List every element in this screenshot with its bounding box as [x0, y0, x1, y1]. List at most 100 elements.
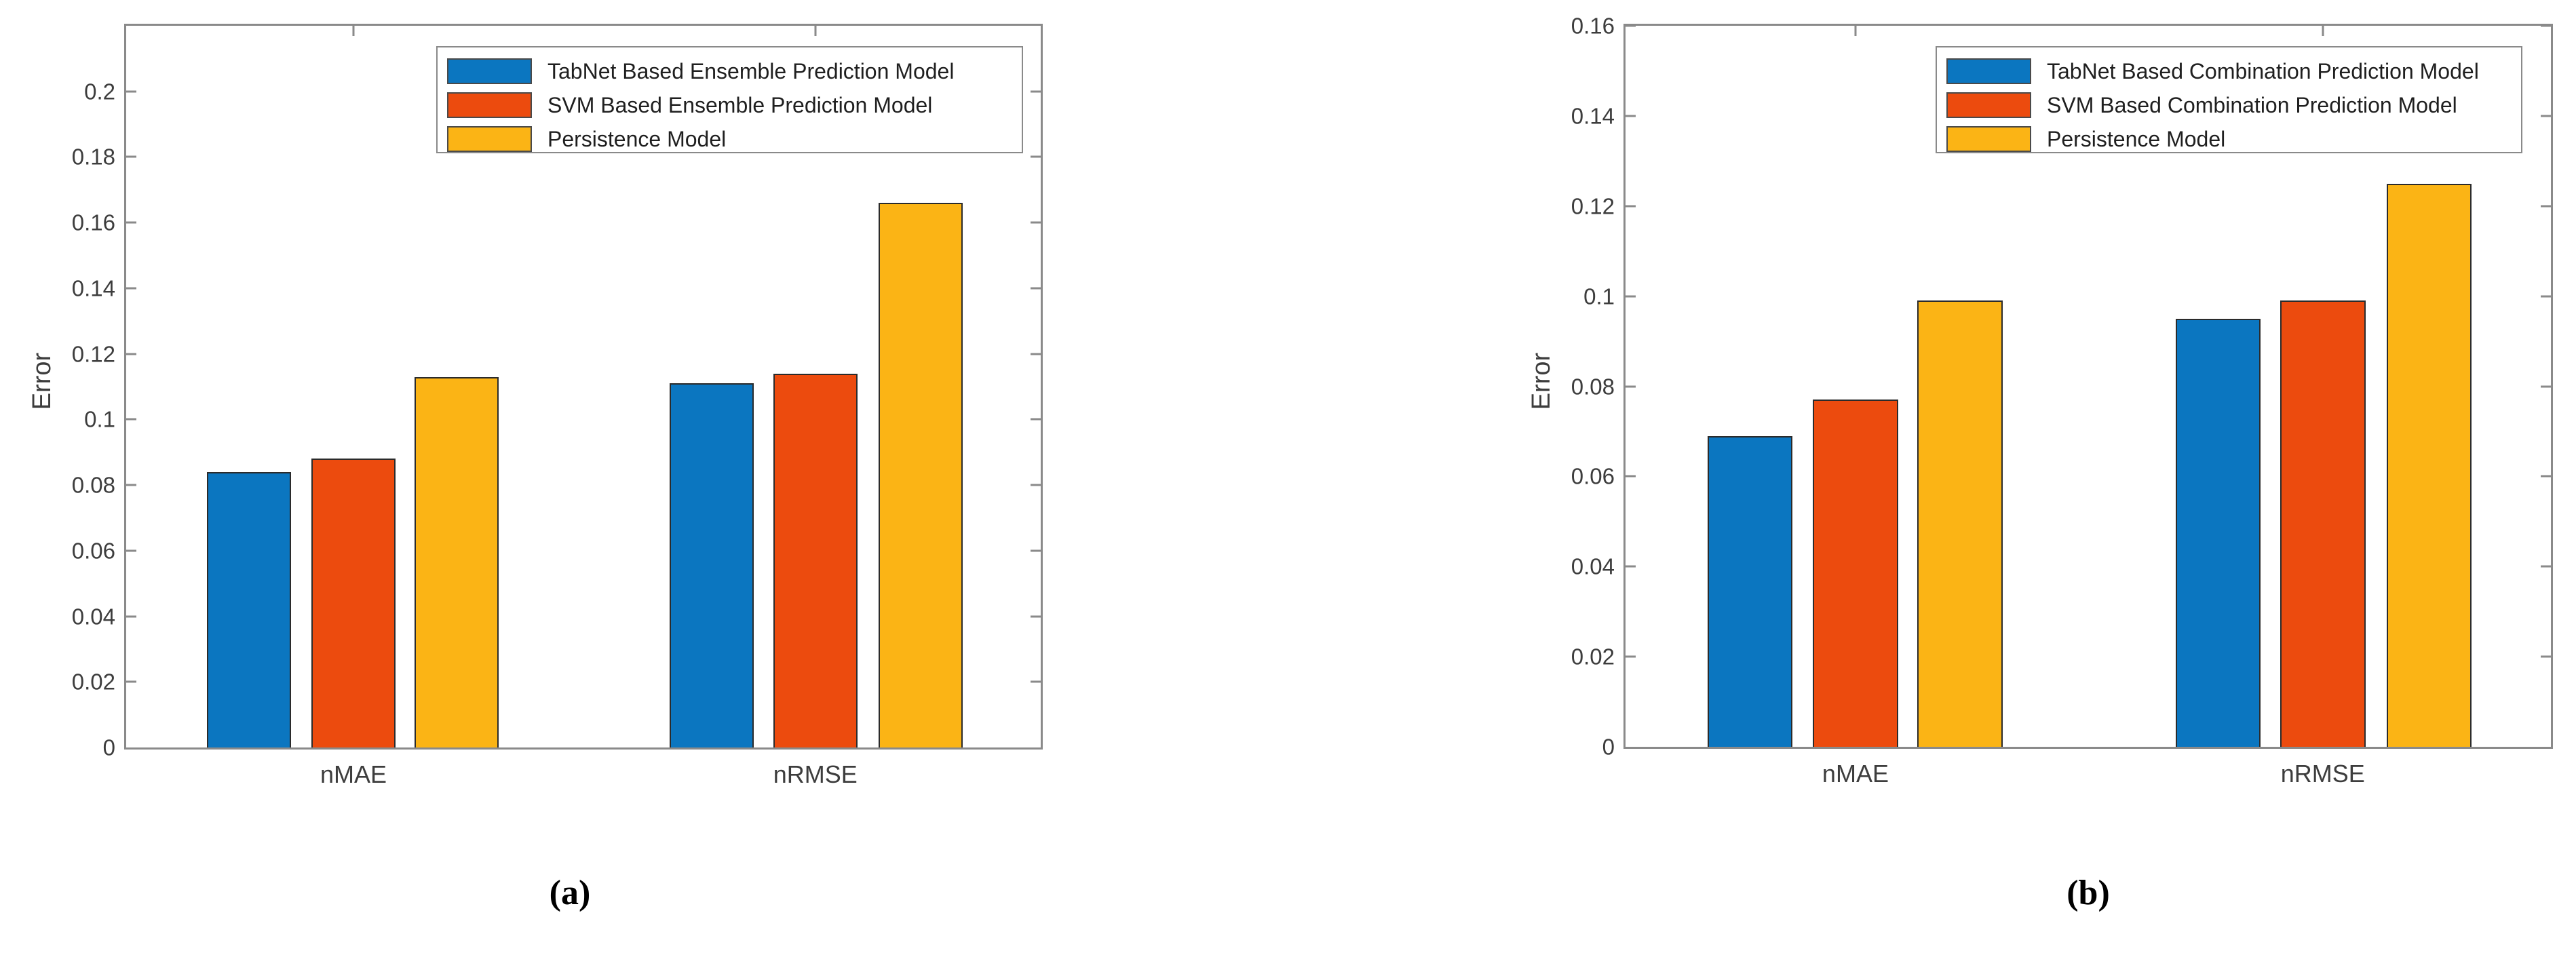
legend-entry-label: Persistence Model: [547, 127, 727, 151]
legend-entry-label: SVM Based Combination Prediction Model: [2047, 93, 2457, 117]
x-category-label: nRMSE: [773, 760, 858, 788]
y-tick-mark: [126, 484, 136, 486]
caption-b: (b): [2066, 874, 2110, 912]
y-tick-label: 0.12: [71, 341, 115, 367]
y-tick-mark: [1031, 418, 1041, 421]
y-tick-label: 0.06: [1571, 463, 1615, 489]
x-tick-mark: [1854, 26, 1857, 36]
bar-nmae-series1: [311, 459, 396, 747]
legend-color-swatch: [447, 58, 532, 84]
y-tick-mark: [2541, 24, 2551, 27]
y-tick-mark: [1626, 565, 1636, 568]
y-tick-label: 0.16: [71, 210, 115, 235]
bar-nmae-series0: [207, 471, 292, 747]
legend-entry: TabNet Based Ensemble Prediction Model: [447, 58, 1015, 84]
legend-entry: Persistence Model: [1946, 126, 2514, 152]
y-axis-label-a: Error: [28, 352, 56, 410]
x-tick-mark: [352, 26, 355, 36]
y-tick-mark: [2541, 205, 2551, 208]
legend-color-swatch: [447, 126, 532, 152]
y-tick-mark: [1626, 115, 1636, 117]
y-tick-mark: [1031, 353, 1041, 355]
y-tick-mark: [1031, 615, 1041, 618]
y-tick-mark: [2541, 295, 2551, 298]
y-tick-mark: [1031, 221, 1041, 224]
y-tick-label: 0.06: [71, 538, 115, 564]
y-tick-mark: [2541, 655, 2551, 658]
y-axis-label-b: Error: [1527, 352, 1556, 410]
legend-entry: SVM Based Ensemble Prediction Model: [447, 92, 1015, 118]
y-tick-mark: [2541, 385, 2551, 387]
y-tick-label: 0: [102, 735, 115, 760]
y-tick-mark: [126, 90, 136, 93]
bar-nrmse-series0: [2175, 318, 2261, 747]
x-tick-mark: [814, 26, 817, 36]
bar-nmae-series0: [1707, 435, 1793, 747]
y-tick-label: 0.08: [1571, 374, 1615, 399]
y-tick-mark: [1031, 484, 1041, 486]
legend-entry-label: TabNet Based Combination Prediction Mode…: [2047, 59, 2479, 83]
y-tick-label: 0.16: [1571, 13, 1615, 39]
legend-entry-label: Persistence Model: [2047, 127, 2226, 151]
y-tick-label: 0.18: [71, 144, 115, 170]
y-tick-label: 0.2: [84, 79, 115, 104]
plot-area-a: 0 0.02 0.04 0.06 0.08 0.1 0.12 0.14 0.16 0.18 0.2 n…: [72, 24, 1043, 787]
legend-entry: SVM Based Combination Prediction Model: [1946, 92, 2514, 118]
y-tick-label: 0.14: [1571, 103, 1615, 129]
x-category-label: nRMSE: [2280, 760, 2365, 787]
y-tick-mark: [126, 680, 136, 683]
bar-nmae-series1: [1813, 400, 1898, 747]
y-tick-mark: [126, 418, 136, 421]
y-tick-mark: [1031, 680, 1041, 683]
bar-nrmse-series1: [2280, 300, 2366, 747]
y-tick-mark: [126, 155, 136, 158]
y-tick-label: 0: [1602, 734, 1615, 760]
legend-color-swatch: [447, 92, 532, 118]
y-tick-mark: [126, 287, 136, 290]
y-tick-mark: [126, 549, 136, 552]
x-category-label: nMAE: [1822, 760, 1889, 787]
legend-color-swatch: [1946, 58, 2031, 84]
x-category-label: nMAE: [320, 760, 387, 788]
bar-nmae-series2: [1917, 300, 2003, 747]
y-tick-label: 0.14: [71, 275, 115, 301]
legend-entry: TabNet Based Combination Prediction Mode…: [1946, 58, 2514, 84]
y-tick-mark: [1626, 24, 1636, 27]
y-tick-label: 0.1: [1583, 284, 1615, 309]
legend-entry-label: TabNet Based Ensemble Prediction Model: [547, 59, 955, 83]
bar-nrmse-series2: [2386, 183, 2472, 747]
y-tick-label: 0.1: [84, 406, 115, 432]
caption-a: (a): [549, 874, 591, 912]
y-tick-label: 0.08: [71, 472, 115, 498]
y-tick-label: 0.04: [1571, 553, 1615, 579]
y-tick-mark: [1031, 549, 1041, 552]
legend-entry: Persistence Model: [447, 126, 1015, 152]
y-tick-mark: [1626, 205, 1636, 208]
y-tick-mark: [1031, 155, 1041, 158]
legend-entry-label: SVM Based Ensemble Prediction Model: [547, 93, 933, 117]
legend-box: TabNet Based Combination Prediction Mode…: [1936, 46, 2522, 153]
bar-nmae-series2: [415, 376, 499, 747]
y-tick-mark: [2541, 115, 2551, 117]
plot-area-b: 0 0.02 0.04 0.06 0.08 0.1 0.12 0.14 0.16 nMAE nRMS…: [1571, 15, 2553, 786]
y-tick-mark: [1031, 287, 1041, 290]
y-tick-mark: [1626, 295, 1636, 298]
legend-color-swatch: [1946, 126, 2031, 152]
y-tick-label: 0.04: [71, 604, 115, 629]
y-tick-mark: [1626, 475, 1636, 478]
bar-nrmse-series0: [670, 383, 754, 747]
legend-box: TabNet Based Ensemble Prediction Model SV…: [436, 46, 1023, 153]
y-tick-label: 0.02: [1571, 644, 1615, 669]
y-tick-mark: [1626, 385, 1636, 387]
y-tick-mark: [1031, 90, 1041, 93]
y-tick-label: 0.12: [1571, 193, 1615, 219]
x-tick-mark: [2322, 26, 2324, 36]
legend-color-swatch: [1946, 92, 2031, 118]
y-tick-mark: [2541, 565, 2551, 568]
y-tick-mark: [2541, 475, 2551, 478]
bar-nrmse-series2: [878, 203, 963, 747]
y-tick-mark: [126, 615, 136, 618]
y-tick-mark: [126, 221, 136, 224]
y-tick-mark: [126, 353, 136, 355]
